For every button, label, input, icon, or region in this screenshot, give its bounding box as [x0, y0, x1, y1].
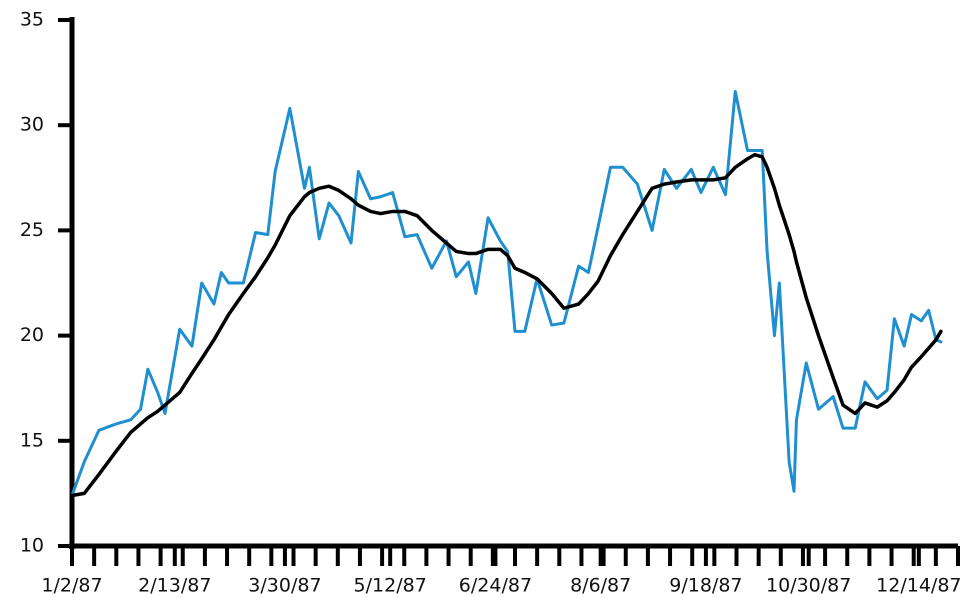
x-tick-label: 10/30/87	[766, 575, 851, 597]
x-tick-label: 6/24/87	[459, 575, 532, 597]
x-tick-label: 1/2/87	[41, 575, 102, 597]
y-tick-label: 10	[20, 535, 44, 557]
y-tick-label: 35	[20, 9, 44, 31]
y-tick-label: 20	[20, 324, 44, 346]
x-tick-label: 8/6/87	[570, 575, 631, 597]
x-tick-label: 9/18/87	[669, 575, 742, 597]
y-tick-label: 25	[20, 219, 44, 241]
x-tick-label: 5/12/87	[354, 575, 427, 597]
x-tick-label: 3/30/87	[248, 575, 321, 597]
y-tick-label: 15	[20, 429, 44, 451]
x-tick-label: 2/13/87	[138, 575, 211, 597]
series-line	[70, 90, 943, 497]
y-tick-label: 30	[20, 114, 44, 136]
series-line	[70, 152, 943, 498]
x-tick-label: 12/14/87	[876, 575, 961, 597]
